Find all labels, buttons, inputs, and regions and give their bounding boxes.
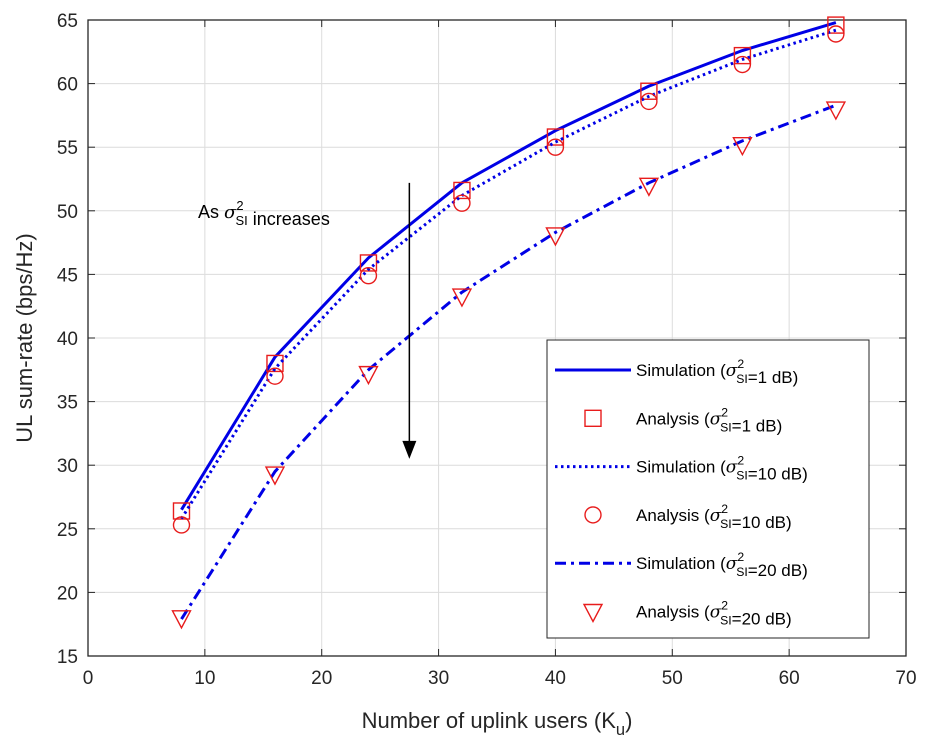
series xyxy=(171,16,847,630)
annotation-text: As σ2 SI increases xyxy=(198,198,330,229)
y-tick-label: 50 xyxy=(57,202,78,223)
data-point-marker xyxy=(733,55,752,74)
legend-marker-sample xyxy=(582,603,604,623)
legend-entry-0: Simulation (σ2 SI=1 dB) xyxy=(555,357,798,387)
y-tick-label: 60 xyxy=(57,75,78,96)
series-4 xyxy=(180,103,837,620)
y-tick-label: 15 xyxy=(57,647,78,668)
y-tick-label: 35 xyxy=(57,393,78,414)
data-point-marker xyxy=(172,516,191,534)
data-point-marker xyxy=(825,101,847,121)
legend-entry-5: Analysis (σ2 SI=20 dB) xyxy=(582,599,792,629)
legend-entry-1: Analysis (σ2 SI=1 dB) xyxy=(584,405,782,435)
series-2 xyxy=(180,28,837,520)
series-1 xyxy=(172,16,845,520)
annotation-arrowhead xyxy=(402,440,417,459)
legend-label: Analysis (σ2 SI=20 dB) xyxy=(636,599,792,629)
series-line xyxy=(180,103,837,620)
series-line xyxy=(180,21,837,511)
data-point-marker xyxy=(172,502,191,520)
x-tick-label: 10 xyxy=(194,668,215,689)
data-point-marker xyxy=(358,365,379,386)
legend-entry-4: Simulation (σ2 SI=20 dB) xyxy=(555,550,808,580)
x-tick-label: 50 xyxy=(662,668,683,689)
data-point-marker xyxy=(827,25,845,43)
legend-label: Simulation (σ2 SI=20 dB) xyxy=(636,550,808,580)
x-tick-label: 30 xyxy=(428,668,449,689)
data-point-marker xyxy=(546,138,565,156)
data-point-marker xyxy=(266,367,284,385)
legend-marker-sample xyxy=(584,409,602,427)
y-tick-label: 20 xyxy=(57,583,78,604)
legend-entry-2: Simulation (σ2 SI=10 dB) xyxy=(555,454,808,484)
data-point-marker xyxy=(264,466,286,486)
legend-entry-3: Analysis (σ2 SI=10 dB) xyxy=(584,502,792,532)
data-point-marker xyxy=(359,254,378,272)
data-point-marker xyxy=(546,128,565,146)
legend-label: Analysis (σ2 SI=10 dB) xyxy=(636,502,792,532)
legend-box xyxy=(546,339,870,639)
axes: 0 10 20 30 40 50 60 70 15 20 25 30 35 40 45 50 55 60 65 Num… xyxy=(12,11,917,739)
data-point-marker xyxy=(171,610,192,630)
legend-label: Simulation (σ2 SI=1 dB) xyxy=(636,357,798,387)
data-point-marker xyxy=(640,92,658,111)
y-tick-label: 55 xyxy=(57,138,78,159)
data-point-marker xyxy=(453,181,471,200)
data-point-marker xyxy=(359,266,378,285)
data-point-marker xyxy=(545,227,566,247)
legend-label: Analysis (σ2 SI=1 dB) xyxy=(636,405,782,435)
legend-marker-sample xyxy=(584,506,602,524)
data-point-marker xyxy=(453,194,471,212)
data-point-marker xyxy=(640,82,658,100)
y-tick-label: 30 xyxy=(57,456,78,477)
series-3 xyxy=(172,25,845,534)
legend: Simulation (σ2 SI=1 dB) Analysis (σ2 SI=1 d… xyxy=(546,339,870,639)
legend-label: Simulation (σ2 SI=10 dB) xyxy=(636,454,808,484)
y-tick-label: 45 xyxy=(57,265,78,286)
y-axis-label: UL sum-rate (bps/Hz) xyxy=(12,233,37,442)
x-tick-label: 0 xyxy=(83,668,94,689)
data-point-marker xyxy=(827,16,845,34)
series-0 xyxy=(180,21,837,511)
data-point-marker xyxy=(732,136,753,157)
series-5 xyxy=(171,101,847,630)
x-axis-label: Number of uplink users (Ku) xyxy=(362,708,633,739)
data-point-marker xyxy=(451,288,473,308)
x-tick-label: 40 xyxy=(545,668,566,689)
x-tick-label: 60 xyxy=(779,668,800,689)
y-tick-label: 65 xyxy=(57,11,78,32)
data-point-marker xyxy=(266,354,284,373)
data-point-marker xyxy=(733,46,752,65)
x-tick-label: 70 xyxy=(895,668,916,689)
annotation: As σ2 SI increases xyxy=(198,182,417,459)
series-line xyxy=(180,28,837,520)
y-tick-label: 25 xyxy=(57,520,78,541)
data-point-marker xyxy=(638,177,660,197)
y-tick-label: 40 xyxy=(57,329,78,350)
x-tick-label: 20 xyxy=(311,668,332,689)
